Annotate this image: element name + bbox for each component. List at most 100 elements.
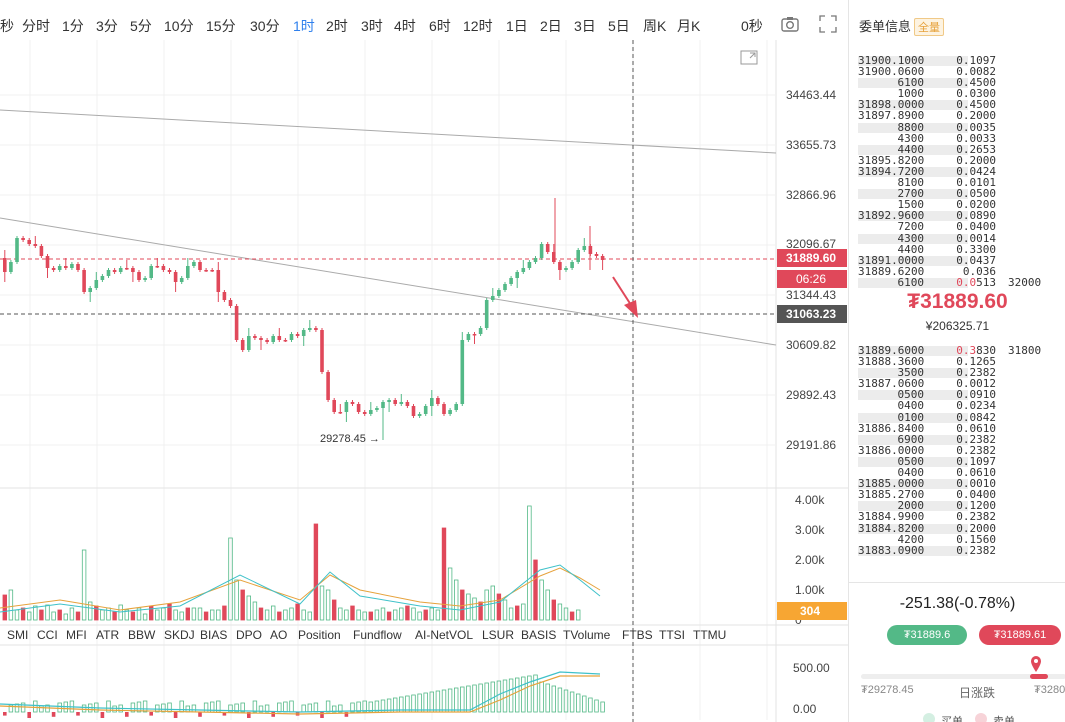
order-row[interactable]: 2000 0.1200 <box>858 500 1065 511</box>
indicator-tab-tvolume[interactable]: TVolume <box>563 628 611 642</box>
order-row[interactable]: 31884.9900 0.2382 <box>858 511 1065 522</box>
order-row[interactable]: 31889.6000 0.3830 31800 <box>858 345 1065 356</box>
indicator-tab-ftbs[interactable]: FTBS <box>622 628 653 642</box>
timeframe-14[interactable]: 1日 <box>506 18 528 34</box>
order-amount: 0.0400 <box>956 488 996 502</box>
order-row[interactable]: 31897.8900 0.2000 <box>858 110 1065 121</box>
order-row[interactable]: 31892.9600 0.0890 <box>858 210 1065 221</box>
sell-price-button[interactable]: ₮31889.61 <box>979 625 1061 645</box>
timeframe-17[interactable]: 5日 <box>608 18 630 34</box>
timeframe-6[interactable]: 15分 <box>206 18 236 34</box>
order-row[interactable]: 31884.8200 0.2000 <box>858 522 1065 534</box>
order-row[interactable]: 8100 0.0101 <box>858 177 1065 188</box>
indicator-tab-mfi[interactable]: MFI <box>66 628 87 642</box>
order-row[interactable]: 6900 0.2382 <box>858 434 1065 445</box>
order-row[interactable]: 31886.8400 0.0610 <box>858 423 1065 434</box>
volume-bar <box>26 611 32 621</box>
volume-bar <box>179 611 184 621</box>
timeframe-0[interactable]: 秒 <box>0 18 14 34</box>
order-row[interactable]: 1500 0.0200 <box>858 199 1065 210</box>
timeframe-5[interactable]: 10分 <box>164 18 194 34</box>
indicator-tab-ao[interactable]: AO <box>270 628 288 642</box>
timeframe-8[interactable]: 1时 <box>293 18 315 34</box>
order-row[interactable]: 0400 0.0610 <box>858 467 1065 478</box>
order-row[interactable]: 31894.7200 0.0424 <box>858 166 1065 177</box>
timeframe-15[interactable]: 2日 <box>540 18 562 34</box>
timeframe-2[interactable]: 1分 <box>62 18 84 34</box>
timeframe-3[interactable]: 3分 <box>96 18 118 34</box>
timeframe-7[interactable]: 30分 <box>250 18 280 34</box>
indicator-tab-ai-netvol[interactable]: AI-NetVOL <box>415 628 474 642</box>
fullscreen-icon[interactable] <box>818 14 838 39</box>
indicator-tab-bbw[interactable]: BBW <box>128 628 156 642</box>
order-row[interactable]: 4200 0.1560 <box>858 533 1065 544</box>
indicator-tab-skdj[interactable]: SKDJ <box>164 628 195 642</box>
order-amount: 0.0437 <box>956 253 996 267</box>
candle <box>39 246 44 256</box>
order-amount: 0.0890 <box>956 209 996 223</box>
indicator-tab-bias[interactable]: BIAS <box>200 628 228 642</box>
candlestick-chart[interactable]: 34463.44 33655.73 32866.96 32096.67 31344.43… <box>0 0 848 722</box>
order-row[interactable]: 2700 0.0500 <box>858 188 1065 199</box>
indicator-bar <box>185 705 190 713</box>
order-row[interactable]: 1000 0.0300 <box>858 88 1065 99</box>
order-row[interactable]: 0400 0.0234 <box>858 400 1065 411</box>
order-row[interactable]: 31900.0600 0.0082 <box>858 66 1065 77</box>
order-row[interactable]: 31900.1000 0.1097 <box>858 55 1065 66</box>
indicator-tab-fundflow[interactable]: Fundflow <box>353 628 402 642</box>
order-row[interactable]: 31898.0000 0.4500 <box>858 99 1065 110</box>
trendline-upper[interactable] <box>0 109 777 154</box>
indicator-tab-ttsi[interactable]: TTSI <box>659 628 685 642</box>
volume-bar <box>453 579 459 621</box>
indicator-tab-ttmu[interactable]: TTMU <box>693 628 727 642</box>
volume-bar <box>301 609 306 621</box>
order-row[interactable]: 0500 0.0910 <box>858 389 1065 400</box>
timeframe-1[interactable]: 分时 <box>22 18 50 34</box>
camera-icon[interactable] <box>780 14 800 39</box>
indicator-tab-basis[interactable]: BASIS <box>521 628 557 642</box>
order-row[interactable]: 31889.6200 0.036 <box>858 266 1065 277</box>
indicator-tab-atr[interactable]: ATR <box>96 628 120 642</box>
order-row[interactable]: 31887.0600 0.0012 <box>858 378 1065 389</box>
indicator-tab-lsur[interactable]: LSUR <box>482 628 515 642</box>
order-row[interactable]: 0500 0.1097 <box>858 456 1065 467</box>
order-row[interactable]: 4300 0.0014 <box>858 232 1065 244</box>
order-row[interactable]: 31886.0000 0.2382 <box>858 445 1065 456</box>
timeframe-4[interactable]: 5分 <box>130 18 152 34</box>
indicator-tab-dpo[interactable]: DPO <box>236 628 263 642</box>
full-depth-badge[interactable]: 全量 <box>914 18 945 36</box>
timeframe-11[interactable]: 4时 <box>394 18 416 34</box>
indicator-bar <box>51 712 56 717</box>
order-row[interactable]: 31883.0900 0.2382 <box>858 545 1065 556</box>
buy-price-button[interactable]: ₮31889.6 <box>887 625 967 645</box>
order-amount: 0.0500 <box>956 187 996 201</box>
trendline-lower[interactable] <box>0 217 777 346</box>
order-row[interactable]: 7200 0.0400 <box>858 221 1065 232</box>
order-price: 8800 <box>897 120 925 134</box>
order-row[interactable]: 4300 0.0033 <box>858 133 1065 144</box>
timeframe-9[interactable]: 2时 <box>326 18 348 34</box>
order-row[interactable]: 31895.8200 0.2000 <box>858 155 1065 166</box>
order-row[interactable]: 31885.0000 0.0010 <box>858 478 1065 489</box>
order-row[interactable]: 4400 0.3300 <box>858 243 1065 254</box>
indicator-tab-position[interactable]: Position <box>298 628 341 642</box>
order-row[interactable]: 6100 0.4500 <box>858 77 1065 88</box>
order-row[interactable]: 31891.0000 0.0437 <box>858 255 1065 266</box>
indicator-tab-smi[interactable]: SMI <box>7 628 29 642</box>
timeframe-10[interactable]: 3时 <box>361 18 383 34</box>
order-row[interactable]: 8800 0.0035 <box>858 120 1065 134</box>
timeframe-16[interactable]: 3日 <box>574 18 596 34</box>
expand-icon[interactable] <box>740 50 758 71</box>
indicator-tab-cci[interactable]: CCI <box>37 628 58 642</box>
order-row[interactable]: 31885.2700 0.0400 <box>858 489 1065 500</box>
chart-area[interactable]: 34463.44 33655.73 32866.96 32096.67 31344.43… <box>0 0 848 722</box>
order-row[interactable]: 3500 0.2382 <box>858 367 1065 378</box>
order-row[interactable]: 31888.3600 0.1265 <box>858 356 1065 367</box>
timeframe-13[interactable]: 12时 <box>463 18 493 34</box>
order-row[interactable]: 0100 0.0842 <box>858 411 1065 423</box>
timeframe-19[interactable]: 月K <box>677 18 701 34</box>
timeframe-18[interactable]: 周K <box>643 18 667 34</box>
order-row[interactable]: 4400 0.2653 <box>858 144 1065 155</box>
order-row[interactable]: 6100 0.0513 32000 <box>858 277 1065 288</box>
timeframe-12[interactable]: 6时 <box>429 18 451 34</box>
